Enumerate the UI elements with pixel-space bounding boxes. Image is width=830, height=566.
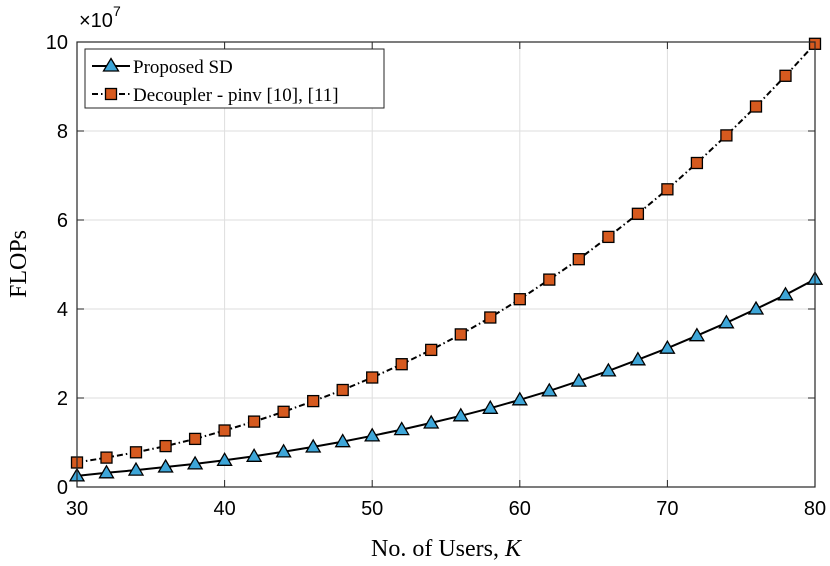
data-point-square <box>631 207 645 220</box>
data-point-triangle <box>216 452 233 466</box>
x-tick-label: 50 <box>361 498 383 520</box>
data-point-triangle <box>629 351 647 366</box>
data-point-square <box>513 293 526 306</box>
data-point-triangle <box>275 443 292 458</box>
y-tick-label: 0 <box>57 477 68 499</box>
data-point-triangle <box>127 461 145 476</box>
plot-frame <box>76 41 816 488</box>
x-tick-label: 80 <box>804 498 826 520</box>
data-point-triangle <box>747 300 765 315</box>
data-point-square <box>366 371 379 384</box>
data-point-triangle <box>98 464 115 479</box>
data-point-square <box>690 156 704 170</box>
y-multiplier-exponent: 7 <box>113 3 121 19</box>
legend-box <box>84 48 385 109</box>
y-tick-label: 2 <box>57 388 68 410</box>
data-point-square <box>336 383 349 397</box>
data-point-triangle <box>245 448 263 462</box>
data-point-square <box>247 415 261 428</box>
legend-label-decoupler: Decoupler - pinv [10], [11] <box>133 85 339 106</box>
data-point-triangle <box>777 286 794 301</box>
data-point-square <box>779 69 792 82</box>
data-point-triangle <box>718 314 735 329</box>
y-axis-label: FLOPs <box>6 230 32 298</box>
x-tick-label: 30 <box>66 498 88 520</box>
data-point-triangle <box>305 438 322 453</box>
data-point-triangle <box>452 407 469 422</box>
data-point-square <box>572 253 585 266</box>
data-point-triangle <box>186 455 204 470</box>
data-point-triangle <box>570 372 587 387</box>
legend-label-proposed-sd: Proposed SD <box>133 57 233 78</box>
data-point-square <box>188 432 202 446</box>
y-tick-label: 6 <box>57 210 68 232</box>
data-point-square <box>602 230 615 244</box>
data-point-triangle <box>511 391 528 406</box>
data-point-triangle <box>600 362 617 377</box>
x-tick-label: 40 <box>213 498 235 520</box>
data-point-triangle <box>482 399 499 414</box>
y-tick-label: 10 <box>46 32 68 54</box>
data-point-triangle <box>393 421 410 436</box>
data-point-square <box>159 439 172 453</box>
data-point-square <box>484 311 497 324</box>
legend: Proposed SD Decoupler - pinv [10], [11] <box>84 48 385 109</box>
data-point-square <box>749 100 763 113</box>
plot-background <box>77 42 815 487</box>
data-point-triangle <box>659 339 676 354</box>
data-point-triangle <box>334 433 351 448</box>
y-tick-label: 8 <box>57 121 68 143</box>
data-point-square <box>454 328 467 341</box>
y-axis-multiplier: ×10 7 <box>79 3 121 32</box>
y-tick-label: 4 <box>57 299 68 321</box>
x-tick-label: 60 <box>509 498 531 520</box>
series-layer <box>68 37 824 482</box>
x-axis-label: No. of Users, K <box>371 536 523 562</box>
data-point-square <box>129 446 143 459</box>
data-point-square <box>277 405 290 418</box>
data-point-triangle <box>688 327 706 342</box>
data-point-triangle <box>157 458 174 473</box>
legend-marker-square <box>104 87 118 101</box>
data-point-square <box>100 451 113 464</box>
data-point-square <box>218 424 231 437</box>
data-point-square <box>307 394 320 408</box>
data-point-triangle <box>541 382 558 397</box>
y-multiplier-base: ×10 <box>79 10 113 32</box>
data-point-triangle <box>423 414 440 429</box>
axis-ticks <box>76 41 816 488</box>
data-point-square <box>395 358 408 371</box>
data-point-square <box>661 183 674 196</box>
data-point-triangle <box>364 427 381 442</box>
x-tick-label: 70 <box>656 498 678 520</box>
data-point-square <box>720 129 733 142</box>
legend-marker-triangle <box>102 57 120 72</box>
data-point-square <box>543 273 556 286</box>
data-point-square <box>425 343 438 357</box>
